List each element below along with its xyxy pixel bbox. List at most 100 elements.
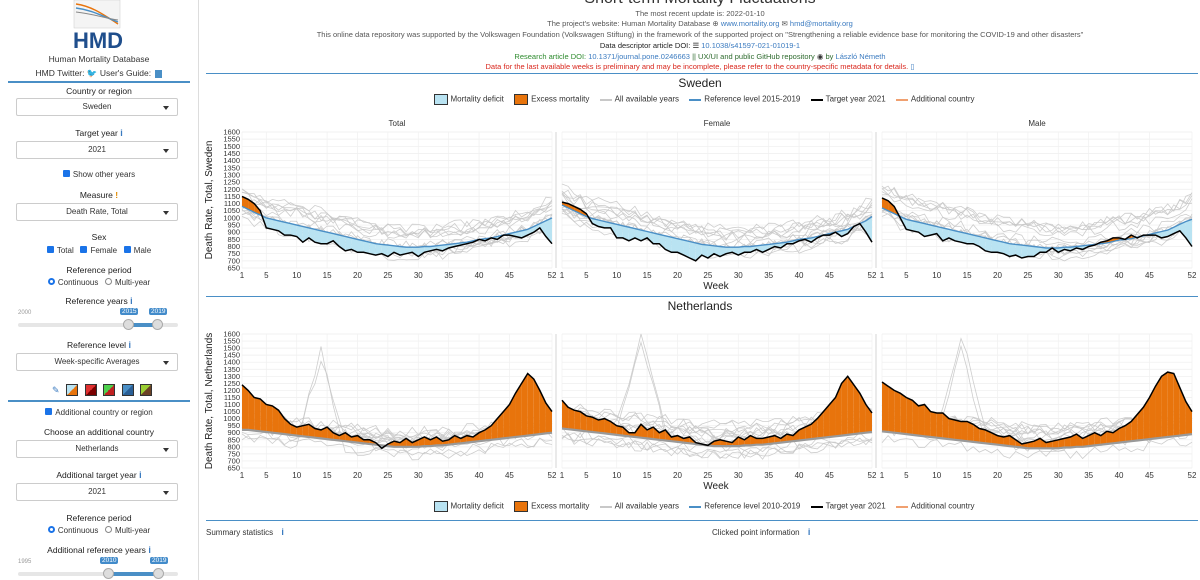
other-year-line: [561, 194, 873, 239]
legend-line-all-years[interactable]: [599, 98, 612, 101]
additional-country-checkbox[interactable]: [45, 408, 53, 416]
info-icon[interactable]: i: [139, 470, 142, 480]
palette-swatch-default[interactable]: [66, 384, 79, 396]
twitter-bird-icon[interactable]: 🐦: [86, 68, 98, 78]
measure-select[interactable]: Death Rate, Total: [16, 203, 178, 221]
slider-handle-from[interactable]: [123, 319, 134, 330]
x-tick-label: 15: [323, 271, 332, 280]
legend-swatch-deficit[interactable]: [433, 501, 448, 512]
palette-swatch-blue[interactable]: [121, 384, 134, 396]
excess-area: [973, 424, 980, 443]
website-link[interactable]: www.mortality.org: [720, 19, 780, 28]
palette-swatch-green-red[interactable]: [103, 384, 116, 396]
show-other-years-checkbox[interactable]: [62, 170, 70, 178]
deficit-area: [1027, 245, 1034, 257]
palette-swatch-olive[interactable]: [139, 384, 152, 396]
github-icon[interactable]: ◉: [816, 52, 824, 61]
email-link[interactable]: hmd@mortality.org: [789, 19, 853, 28]
legend-line-additional[interactable]: [895, 98, 908, 101]
data-doi-line: Data descriptor article DOI: ☰ 10.1038/s…: [200, 41, 1200, 50]
excess-area: [774, 435, 781, 444]
ref-multiyear-radio[interactable]: [105, 278, 113, 286]
legend-line-additional[interactable]: [895, 505, 908, 508]
legend-swatch-deficit[interactable]: [433, 94, 448, 105]
book-icon[interactable]: [155, 69, 163, 78]
excess-area: [1052, 439, 1059, 449]
add-reference-years-slider[interactable]: 1995 2010 2019: [18, 557, 178, 580]
research-doi-prefix: Research article DOI:: [514, 52, 587, 61]
sex-female-checkbox[interactable]: [80, 246, 88, 254]
target-year-select[interactable]: 2021: [16, 141, 178, 159]
info-icon[interactable]: i: [130, 296, 133, 306]
netherlands-chart[interactable]: Death Rate, Total, Netherlands 6507007508…: [200, 318, 1200, 498]
data-doi-link[interactable]: 10.1038/s41597-021-01019-1: [701, 41, 801, 50]
slider-handle-to[interactable]: [153, 568, 164, 579]
author-link[interactable]: László Németh: [835, 52, 886, 61]
y-tick-label: 1600: [223, 128, 240, 137]
y-tick-label: 700: [227, 456, 240, 465]
y-tick-label: 1550: [223, 135, 240, 144]
sex-total-checkbox[interactable]: [46, 246, 54, 254]
slider-handle-to[interactable]: [152, 319, 163, 330]
additional-country-row[interactable]: Additional country or region: [0, 408, 198, 417]
research-doi-link[interactable]: 10.1371/journal.pone.0246663: [588, 52, 690, 61]
y-tick-label: 1350: [223, 163, 240, 172]
deficit-area: [991, 239, 998, 253]
y-tick-label: 900: [227, 428, 240, 437]
y-axis-label: Death Rate, Total, Sweden: [204, 141, 215, 260]
info-icon[interactable]: i: [128, 340, 131, 350]
sex-male-checkbox[interactable]: [123, 246, 131, 254]
legend-swatch-excess[interactable]: [514, 501, 529, 512]
slider-min-label: 2000: [18, 310, 32, 316]
legend-reference-label: Reference level 2015-2019: [704, 94, 801, 104]
x-tick-label: 40: [795, 471, 804, 480]
show-other-years-label: Show other years: [72, 170, 136, 179]
sweden-chart[interactable]: Death Rate, Total, SwedenTotal6507007508…: [200, 110, 1200, 296]
palette-swatch-red[interactable]: [84, 384, 97, 396]
excess-area: [954, 420, 962, 441]
x-tick-label: 30: [414, 471, 423, 480]
excess-area: [592, 417, 599, 433]
warning-icon[interactable]: !: [115, 190, 119, 200]
reference-years-slider[interactable]: 2000 2015 2019: [18, 308, 178, 331]
info-icon[interactable]: i: [148, 545, 151, 555]
additional-country-select[interactable]: Netherlands: [16, 440, 178, 458]
show-other-years-row[interactable]: Show other years: [0, 170, 198, 179]
x-tick-label: 35: [1084, 471, 1093, 480]
info-icon[interactable]: i: [807, 527, 811, 537]
deficit-area: [1015, 244, 1022, 258]
info-icon[interactable]: i: [281, 527, 284, 537]
document-icon[interactable]: ▯: [910, 62, 915, 71]
other-year-line: [561, 193, 873, 244]
legend-line-reference[interactable]: [689, 505, 702, 508]
slider-handle-from[interactable]: [103, 568, 114, 579]
x-tick-label: 35: [444, 271, 453, 280]
legend-line-target[interactable]: [810, 98, 823, 101]
add-ref-continuous-radio[interactable]: [47, 526, 55, 534]
x-tick-label: 52: [868, 271, 877, 280]
excess-area: [756, 438, 763, 445]
additional-target-year-select[interactable]: 2021: [16, 483, 178, 501]
y-tick-label: 1100: [224, 400, 240, 409]
y-tick-label: 850: [227, 235, 240, 244]
legend-line-reference[interactable]: [689, 98, 702, 101]
legend-swatch-excess[interactable]: [514, 94, 529, 105]
excess-area: [302, 424, 309, 437]
slider-to-tag: 2019: [150, 557, 169, 564]
y-tick-label: 1250: [223, 178, 240, 187]
slider-track: [18, 323, 178, 327]
x-tick-label: 10: [932, 271, 941, 280]
country-select[interactable]: Sweden: [16, 98, 178, 116]
y-tick-label: 800: [227, 442, 240, 451]
other-year-line: [561, 183, 873, 233]
reference-level-select[interactable]: Week-specific Averages: [16, 353, 178, 371]
legend-line-target[interactable]: [810, 505, 823, 508]
y-tick-label: 650: [227, 264, 240, 273]
ref-continuous-radio[interactable]: [47, 278, 55, 286]
legend-line-all-years[interactable]: [599, 505, 612, 508]
info-icon[interactable]: i: [120, 128, 123, 138]
add-ref-multiyear-radio[interactable]: [105, 526, 113, 534]
x-tick-label: 45: [1145, 271, 1154, 280]
x-tick-label: 20: [673, 471, 682, 480]
excess-area: [406, 438, 413, 447]
